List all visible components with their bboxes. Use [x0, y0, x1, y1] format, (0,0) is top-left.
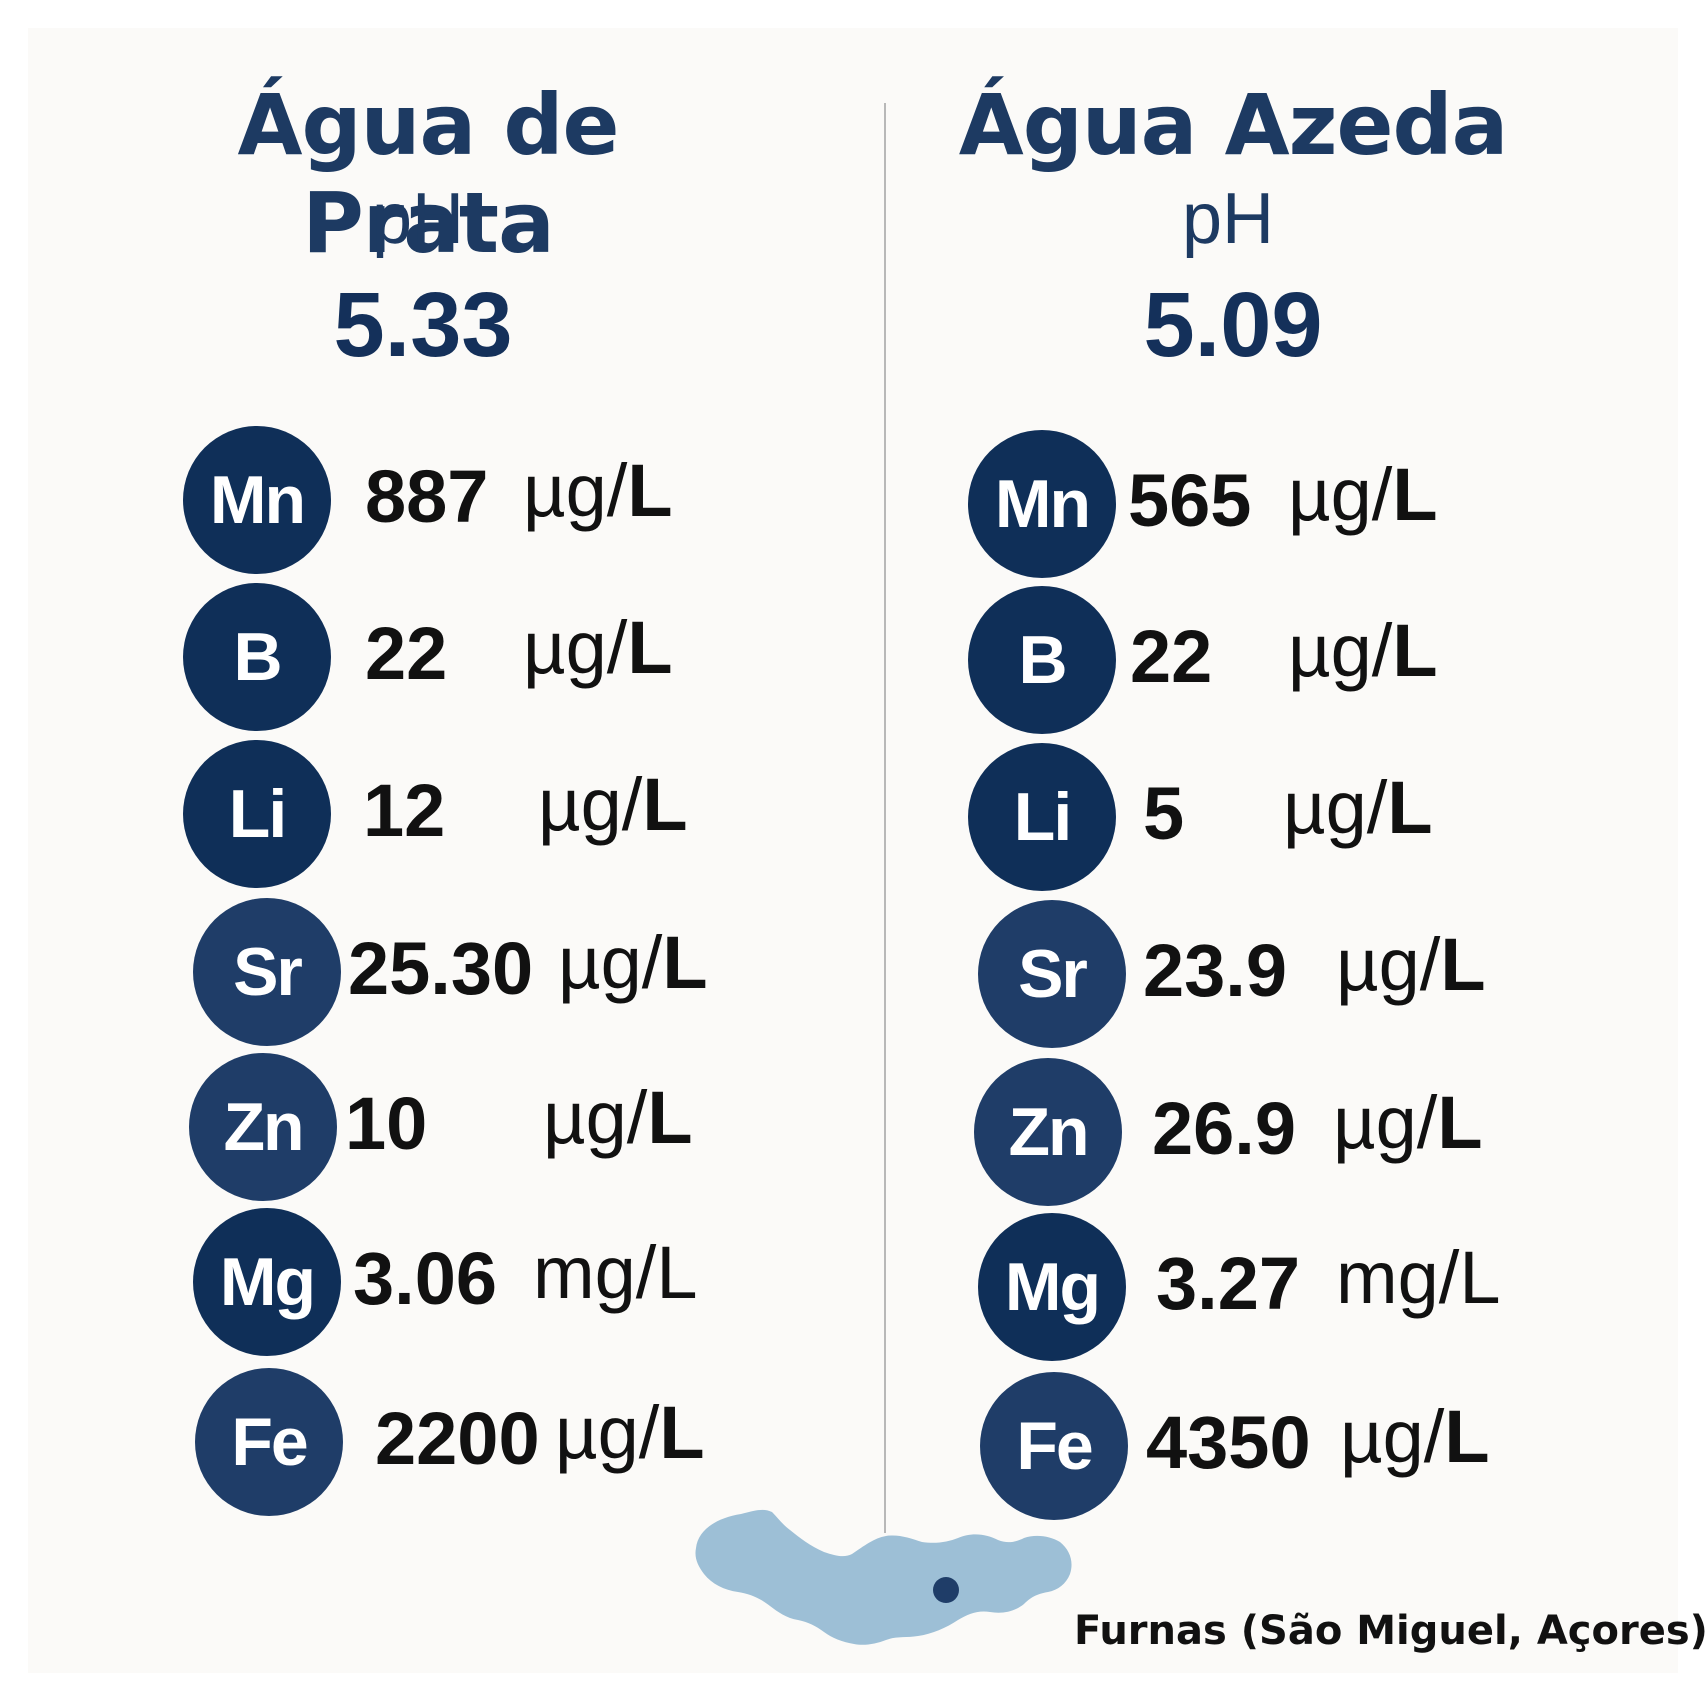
element-row-mn: Mn 565 µg/L [968, 430, 1628, 580]
column-title: Água de Prata [237, 76, 620, 272]
element-badge: Sr [978, 900, 1126, 1048]
column-agua-azeda: Água Azeda pH 5.09 Mn 565 µg/L B 22 µg/L… [888, 28, 1648, 1528]
element-badge: Mg [193, 1208, 341, 1356]
element-row-fe: Fe 2200 µg/L [183, 1368, 843, 1518]
column-title: Água Azeda [958, 76, 1509, 174]
location-caption: Furnas (São Miguel, Açores) [1074, 1608, 1706, 1654]
element-badge: B [968, 586, 1116, 734]
element-row-mg: Mg 3.06 mg/L [183, 1208, 843, 1358]
element-unit: µg/L [1340, 1395, 1490, 1478]
element-badge: Fe [195, 1368, 343, 1516]
element-unit: mg/L [533, 1231, 698, 1314]
column-divider [884, 103, 886, 1533]
element-badge: Sr [193, 898, 341, 1046]
element-value: 2200 [375, 1397, 540, 1480]
element-unit: µg/L [1288, 453, 1438, 536]
element-value: 10 [345, 1082, 428, 1165]
infographic-panel: Água de Prata pH 5.33 Mn 887 µg/L B 22 µ… [28, 28, 1678, 1673]
element-value: 23.9 [1143, 929, 1288, 1012]
element-row-li: Li 12 µg/L [183, 740, 843, 890]
element-unit: µg/L [555, 1391, 705, 1474]
element-value: 887 [365, 455, 489, 538]
element-badge: B [183, 583, 331, 731]
element-badge: Zn [189, 1053, 337, 1201]
element-row-sr: Sr 23.9 µg/L [968, 900, 1628, 1050]
element-badge: Zn [974, 1058, 1122, 1206]
element-badge: Fe [980, 1372, 1128, 1520]
element-row-mn: Mn 887 µg/L [183, 426, 843, 576]
element-row-b: B 22 µg/L [968, 586, 1628, 736]
element-unit: µg/L [1333, 1081, 1483, 1164]
element-unit: µg/L [523, 606, 673, 689]
column-agua-de-prata: Água de Prata pH 5.33 Mn 887 µg/L B 22 µ… [103, 28, 863, 1528]
element-unit: µg/L [1283, 766, 1433, 849]
element-badge: Li [968, 743, 1116, 891]
element-unit: µg/L [558, 921, 708, 1004]
element-row-zn: Zn 10 µg/L [183, 1053, 843, 1203]
element-value: 12 [363, 769, 446, 852]
element-row-b: B 22 µg/L [183, 583, 843, 733]
ph-label: pH [1181, 179, 1275, 259]
element-badge: Mn [968, 430, 1116, 578]
furnas-location-marker [933, 1577, 959, 1603]
island-shape [695, 1509, 1072, 1645]
ph-value: 5.09 [1143, 274, 1323, 376]
element-row-zn: Zn 26.9 µg/L [968, 1058, 1628, 1208]
element-row-sr: Sr 25.30 µg/L [183, 898, 843, 1048]
element-badge: Mn [183, 426, 331, 574]
element-value: 3.27 [1156, 1242, 1301, 1325]
element-value: 22 [1130, 615, 1213, 698]
element-unit: µg/L [523, 449, 673, 532]
sao-miguel-island-map [695, 1509, 1072, 1645]
element-unit: µg/L [543, 1076, 693, 1159]
element-value: 25.30 [348, 927, 534, 1010]
element-value: 22 [365, 612, 448, 695]
element-row-fe: Fe 4350 µg/L [968, 1372, 1628, 1522]
element-row-mg: Mg 3.27 mg/L [968, 1213, 1628, 1363]
element-value: 26.9 [1152, 1087, 1297, 1170]
element-unit: µg/L [1288, 609, 1438, 692]
element-value: 3.06 [353, 1237, 498, 1320]
element-badge: Mg [978, 1213, 1126, 1361]
ph-value: 5.33 [333, 274, 513, 376]
element-value: 565 [1128, 459, 1252, 542]
ph-label: pH [371, 179, 465, 259]
element-badge: Li [183, 740, 331, 888]
element-row-li: Li 5 µg/L [968, 743, 1628, 893]
element-value: 5 [1143, 772, 1185, 855]
element-value: 4350 [1146, 1401, 1311, 1484]
element-unit: µg/L [538, 763, 688, 846]
element-unit: mg/L [1336, 1236, 1501, 1319]
element-unit: µg/L [1336, 923, 1486, 1006]
